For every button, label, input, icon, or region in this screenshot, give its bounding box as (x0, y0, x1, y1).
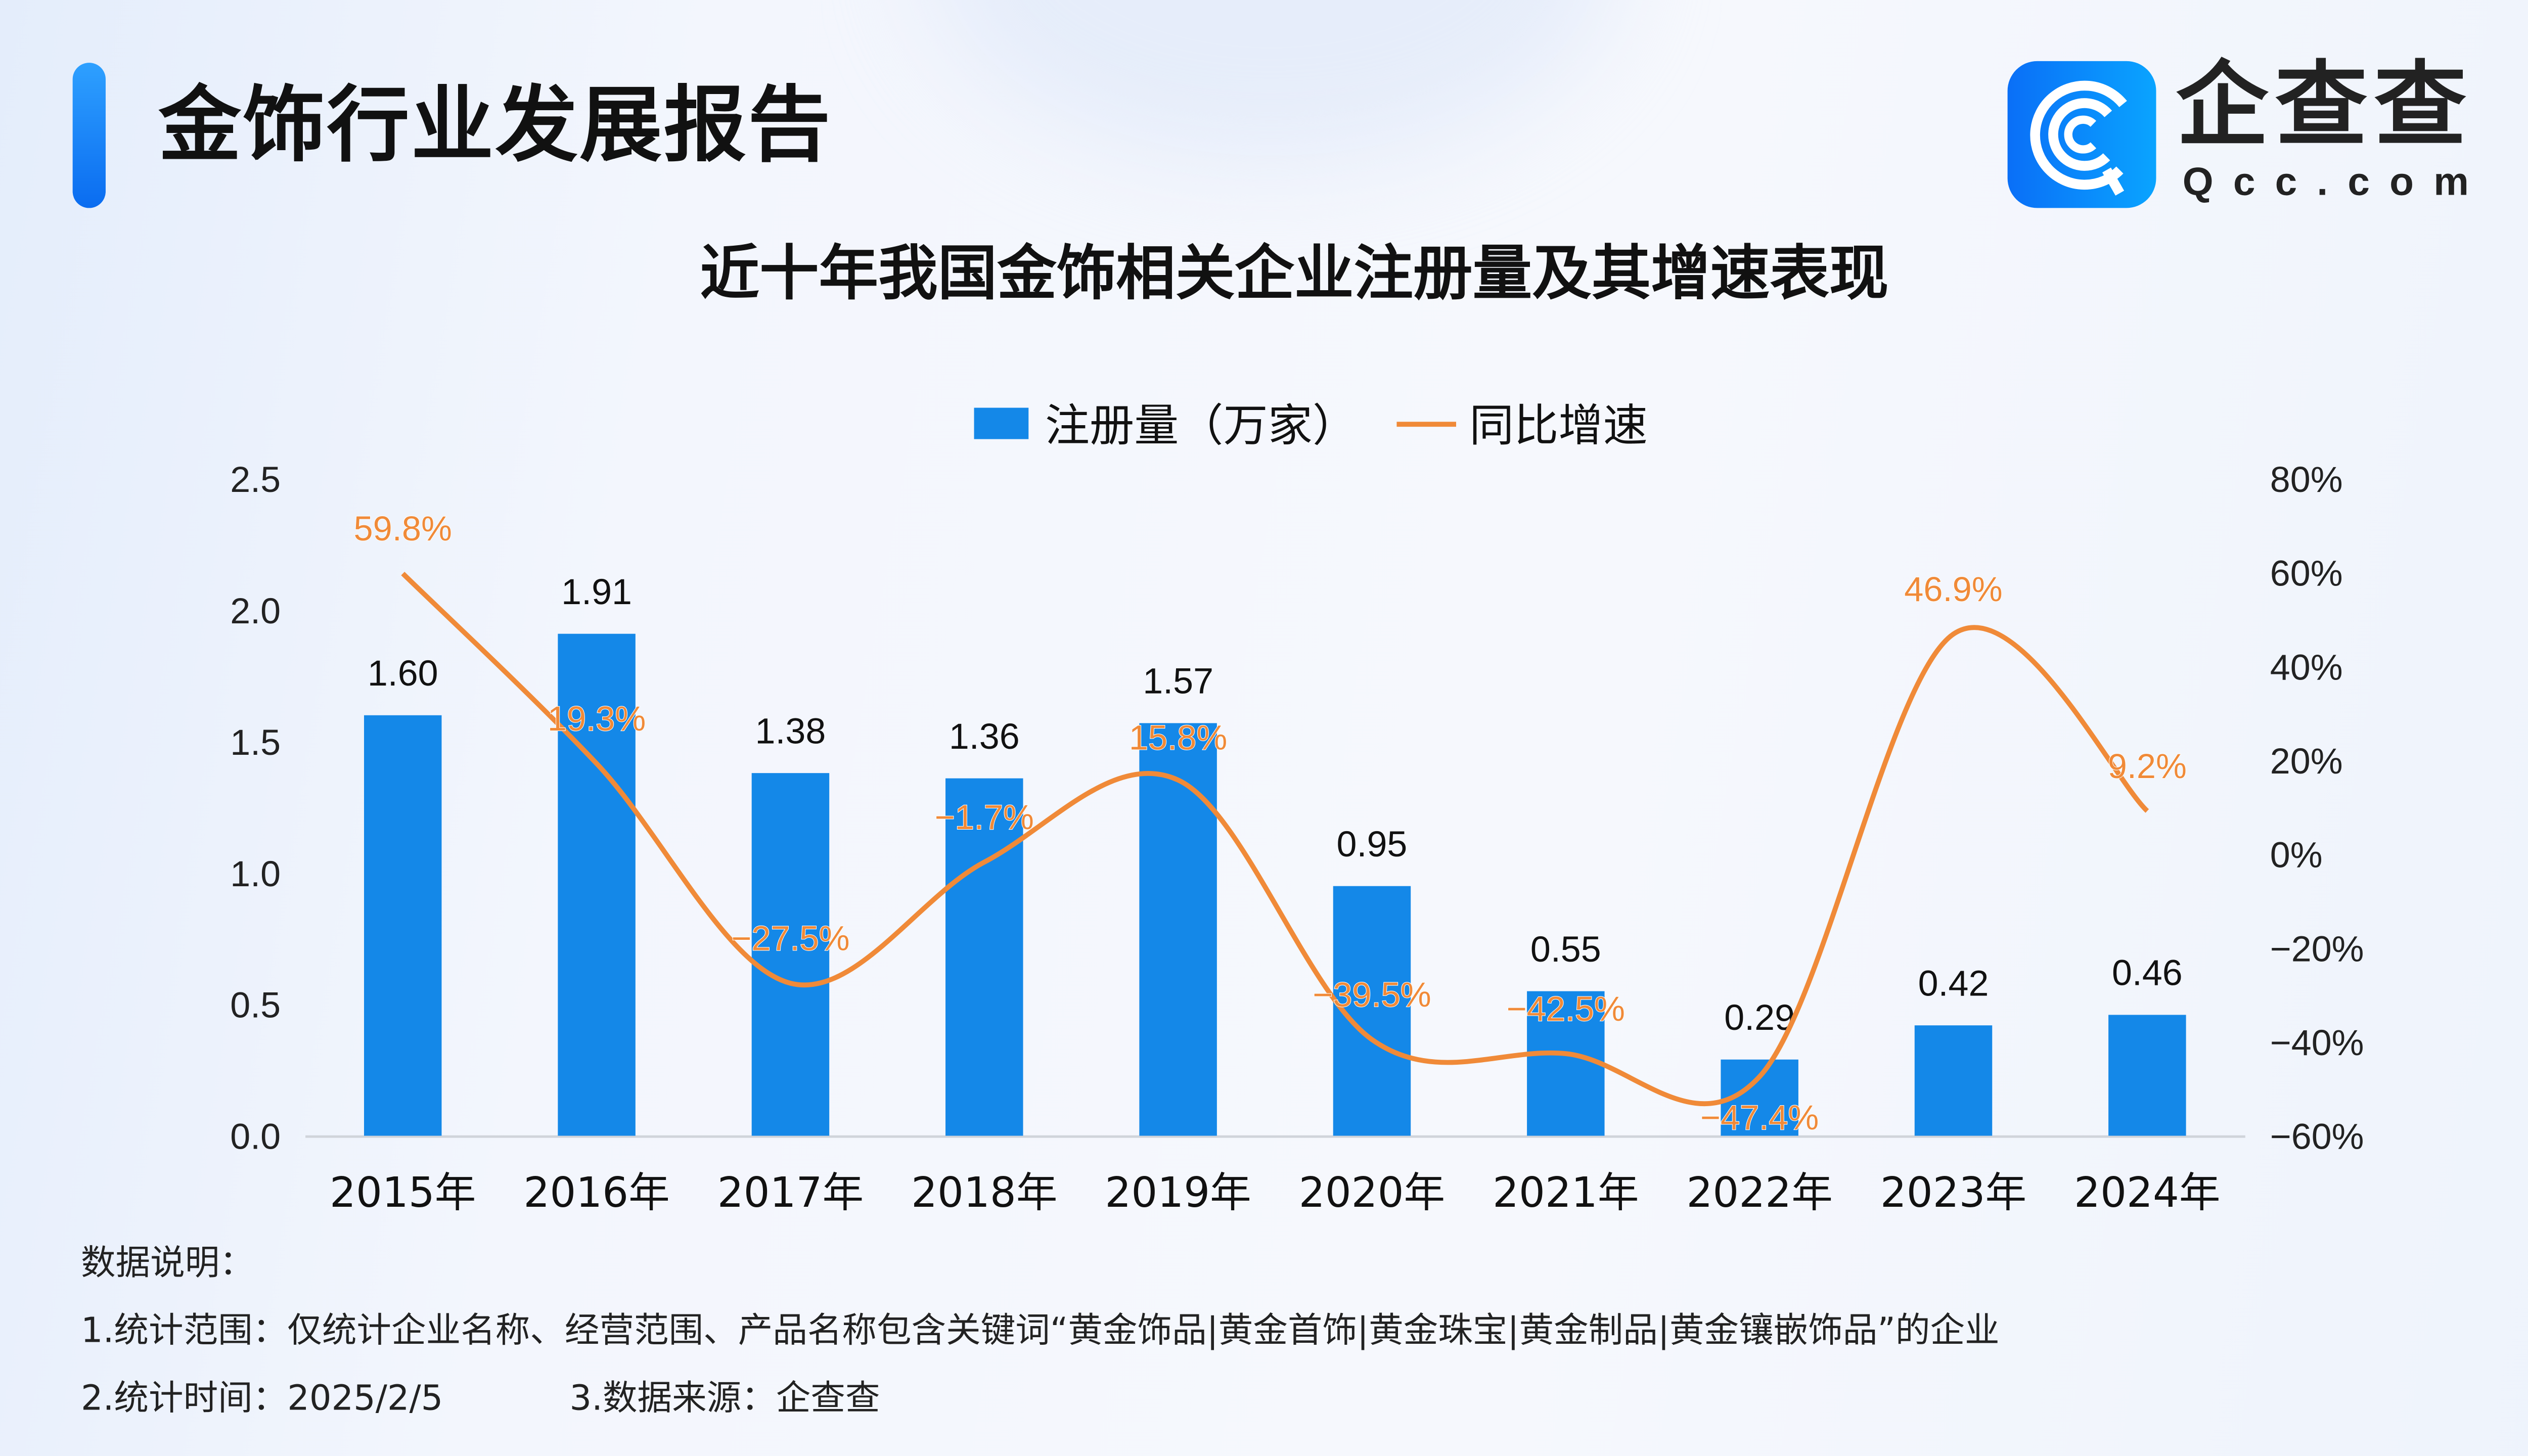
bar-value-label: 0.29 (1724, 997, 1795, 1038)
notes-scope: 1.统计范围：仅统计企业名称、经营范围、产品名称包含关键词“黄金饰品|黄金首饰|… (81, 1310, 2000, 1351)
bar (1914, 1025, 1993, 1136)
right-tick-label: −60% (2270, 1117, 2364, 1157)
x-tick-label: 2021年 (1493, 1169, 1639, 1217)
bar (751, 773, 830, 1136)
x-tick-label: 2015年 (330, 1169, 476, 1217)
x-tick-label: 2020年 (1299, 1169, 1445, 1217)
right-tick-label: 20% (2270, 741, 2343, 782)
growth-labels: 59.8% 19.3% −27.5% −1.7% 15.8% −39.5% −42.5% −4… (353, 509, 2187, 1138)
growth-value-label: −42.5% (1507, 989, 1625, 1028)
left-tick-label: 1.5 (230, 722, 281, 763)
growth-value-label: 59.8% (354, 509, 452, 548)
bar-value-label: 0.95 (1337, 824, 1408, 864)
legend-line-label: 同比增速 (1469, 399, 1648, 451)
notes-source: 3.数据来源：企查查 (569, 1378, 880, 1418)
bar-value-label: 1.60 (368, 653, 438, 694)
growth-value-label: 19.3% (548, 699, 646, 738)
left-axis: 0.0 0.5 1.0 1.5 2.0 2.5 (230, 460, 281, 1157)
growth-value-label: −1.7% (935, 798, 1034, 837)
qcc-logo-text: 企查查 (2176, 53, 2473, 160)
left-tick-label: 2.0 (230, 591, 281, 631)
left-tick-label: 0.5 (230, 985, 281, 1026)
qcc-logo-icon (2007, 61, 2156, 208)
x-axis-labels: 2015年 2016年 2017年 2018年 2019年 2020年 2021年 2022年… (330, 1169, 2220, 1217)
right-axis: −60% −40% −20% 0% 20% 40% 60% 80% (2270, 460, 2364, 1157)
growth-value-label: −47.4% (1700, 1098, 1819, 1137)
bar-value-label: 0.42 (1918, 963, 1989, 1004)
legend: 注册量（万家） 同比增速 (974, 399, 1648, 451)
report-title: 金饰行业发展报告 (158, 77, 832, 173)
bar (2108, 1015, 2186, 1136)
right-tick-label: −20% (2270, 929, 2364, 969)
legend-bar-label: 注册量（万家） (1045, 399, 1357, 451)
growth-value-label: 46.9% (1904, 570, 2002, 609)
growth-value-label: 9.2% (2108, 747, 2187, 786)
bar-value-label: 1.57 (1143, 661, 1213, 702)
growth-value-label: −27.5% (731, 919, 849, 958)
chart-title: 近十年我国金饰相关企业注册量及其增速表现 (700, 241, 1889, 309)
right-tick-label: 0% (2270, 835, 2323, 876)
x-tick-label: 2019年 (1105, 1169, 1251, 1217)
growth-value-label: 15.8% (1129, 718, 1227, 757)
bar-value-label: 1.36 (949, 716, 1020, 757)
qcc-logo-domain: Qcc.com (2182, 160, 2489, 205)
x-tick-label: 2017年 (717, 1169, 864, 1217)
notes-date: 2.统计时间：2025/2/5 (81, 1378, 443, 1418)
title-accent-bar (72, 63, 106, 208)
left-tick-label: 0.0 (230, 1117, 281, 1157)
x-tick-label: 2018年 (911, 1169, 1057, 1217)
bar-value-label: 0.46 (2112, 953, 2183, 993)
right-tick-label: −40% (2270, 1023, 2364, 1063)
right-tick-label: 60% (2270, 554, 2343, 594)
bar (1139, 723, 1217, 1136)
bar-value-label: 0.55 (1530, 929, 1601, 970)
bar (945, 778, 1023, 1136)
bar-value-label: 1.38 (755, 711, 826, 751)
bar-series: 1.60 1.91 1.38 1.36 1.57 0.95 0.55 0.29 0.42 0.46 (364, 572, 2186, 1136)
x-tick-label: 2016年 (523, 1169, 669, 1217)
bar (1527, 991, 1605, 1136)
right-tick-label: 40% (2270, 647, 2343, 688)
notes-heading: 数据说明： (81, 1243, 254, 1283)
left-tick-label: 2.5 (230, 460, 281, 500)
bar (558, 633, 636, 1136)
x-tick-label: 2024年 (2074, 1169, 2220, 1217)
x-tick-label: 2023年 (1880, 1169, 2026, 1217)
right-tick-label: 80% (2270, 460, 2343, 500)
growth-value-label: −39.5% (1313, 975, 1431, 1014)
legend-bar-swatch (974, 407, 1029, 439)
growth-line (401, 571, 2149, 1107)
x-tick-label: 2022年 (1686, 1169, 1832, 1217)
left-tick-label: 1.0 (230, 854, 281, 894)
bar (364, 715, 442, 1136)
bar-value-label: 1.91 (561, 572, 632, 612)
